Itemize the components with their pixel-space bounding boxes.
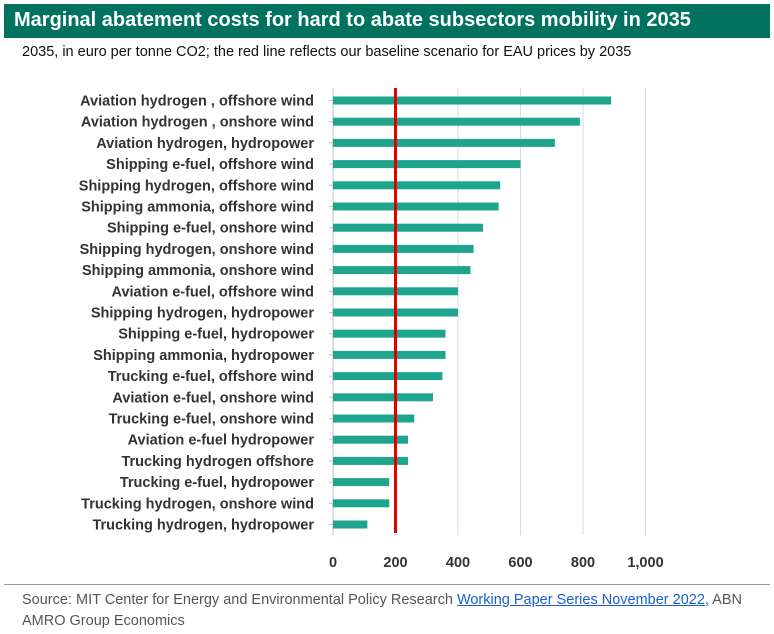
bar-7 — [333, 223, 483, 232]
bar-9 — [333, 266, 471, 275]
category-label: Shipping ammonia, onshore wind — [82, 263, 314, 279]
category-label: Shipping e-fuel, onshore wind — [107, 221, 314, 237]
source-divider — [4, 584, 770, 585]
chart-subtitle: 2035, in euro per tonne CO2; the red lin… — [22, 44, 632, 60]
category-label: Shipping ammonia, offshore wind — [81, 200, 314, 216]
source-suffix: ABN AMRO Group Economics — [22, 592, 742, 629]
bar-3 — [333, 138, 555, 147]
bar-17 — [333, 435, 408, 444]
bar-6 — [333, 202, 499, 211]
category-label: Aviation hydrogen , onshore wind — [81, 115, 314, 131]
bar-12 — [333, 329, 446, 338]
source-link[interactable]: Working Paper Series November 2022, — [456, 592, 709, 608]
x-tick-label: 200 — [383, 555, 407, 571]
bar-13 — [333, 350, 446, 359]
category-label: Aviation e-fuel, onshore wind — [112, 390, 314, 406]
category-label: Shipping hydrogen, hydropower — [91, 306, 314, 322]
category-label: Aviation e-fuel hydropower — [128, 433, 315, 449]
bar-20 — [333, 499, 390, 508]
bar-21 — [333, 520, 368, 529]
category-label: Trucking e-fuel, offshore wind — [108, 369, 314, 385]
bar-5 — [333, 181, 501, 190]
bar-8 — [333, 244, 474, 253]
title-bar: Marginal abatement costs for hard to aba… — [4, 4, 770, 38]
x-tick-label: 600 — [508, 555, 532, 571]
bar-19 — [333, 478, 390, 487]
category-label: Shipping e-fuel, offshore wind — [106, 157, 314, 173]
bar-4 — [333, 160, 521, 169]
bar-14 — [333, 372, 443, 381]
chart-title: Marginal abatement costs for hard to aba… — [14, 9, 691, 31]
bar-15 — [333, 393, 433, 402]
category-label: Aviation e-fuel, offshore wind — [112, 284, 314, 300]
category-label: Trucking hydrogen, hydropower — [92, 518, 314, 534]
category-label: Shipping ammonia, hydropower — [93, 348, 314, 364]
category-label: Trucking e-fuel, hydropower — [120, 475, 315, 491]
category-label: Trucking hydrogen, onshore wind — [81, 496, 314, 512]
bar-1 — [333, 96, 612, 105]
x-tick-label: 0 — [329, 555, 337, 571]
category-label: Aviation hydrogen, hydropower — [96, 136, 314, 152]
category-label: Aviation hydrogen , offshore wind — [80, 94, 314, 110]
category-label: Shipping hydrogen, onshore wind — [80, 242, 314, 258]
category-label: Trucking hydrogen offshore — [121, 454, 314, 470]
x-tick-label: 800 — [571, 555, 595, 571]
bar-18 — [333, 456, 408, 465]
category-label: Shipping e-fuel, hydropower — [118, 327, 314, 343]
bar-chart: Aviation hydrogen , offshore wind Aviatio… — [79, 88, 664, 571]
bar-16 — [333, 414, 415, 423]
bar-2 — [333, 117, 580, 126]
source-prefix: Source: MIT Center for Energy and Enviro… — [22, 592, 457, 608]
category-label: Trucking e-fuel, onshore wind — [109, 412, 314, 428]
category-label: Shipping hydrogen, offshore wind — [79, 178, 314, 194]
x-tick-label: 1,000 — [627, 555, 663, 571]
source-note: Source: MIT Center for Energy and Enviro… — [22, 590, 762, 632]
x-tick-label: 400 — [446, 555, 470, 571]
